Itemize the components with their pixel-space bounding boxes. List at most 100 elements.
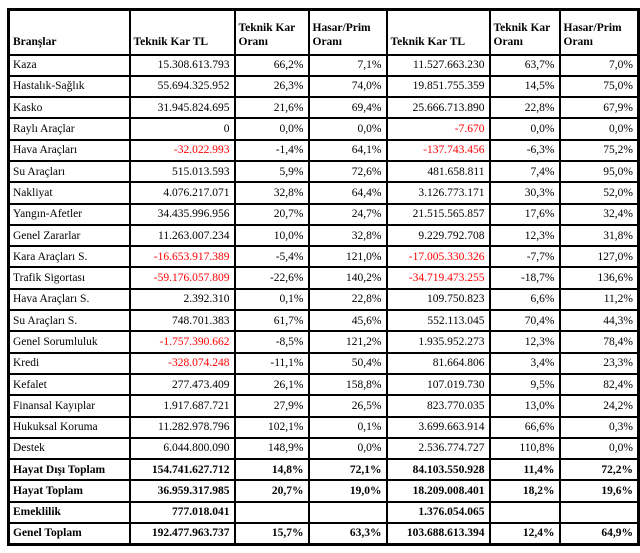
value-cell: 31.945.824.695 bbox=[128, 96, 236, 120]
value-cell: 9.229.792.708 bbox=[385, 223, 491, 248]
value-cell: 2.392.310 bbox=[128, 287, 236, 312]
value-cell: 6.044.800.090 bbox=[128, 436, 236, 461]
value-cell: -17.005.330.326 bbox=[385, 245, 491, 269]
value-cell bbox=[233, 500, 310, 525]
value-cell: 25.666.713.890 bbox=[385, 96, 491, 120]
table-row: Hava Araçları S. 2.392.310 0,1% 22,8% 109.75… bbox=[7, 287, 640, 312]
branch-label-cell: Hastalık-Sağlık bbox=[7, 74, 131, 99]
value-cell: 24,7% bbox=[307, 202, 388, 226]
branch-label-cell: Su Araçları bbox=[7, 159, 131, 184]
value-cell: 15.308.613.793 bbox=[128, 53, 236, 77]
branch-label-cell: Trafik Sigortası bbox=[7, 266, 131, 290]
value-cell: 22,8% bbox=[307, 287, 388, 312]
value-cell: 45,6% bbox=[307, 309, 388, 333]
value-cell: 10,0% bbox=[233, 223, 310, 248]
value-cell: 30,3% bbox=[488, 181, 561, 205]
branch-label-cell: Genel Zararlar bbox=[7, 223, 131, 248]
value-cell: 72,2% bbox=[558, 458, 640, 482]
value-cell: 9,5% bbox=[488, 372, 561, 397]
branch-label-cell: Hava Araçları S. bbox=[7, 287, 131, 312]
table-row: Su Araçları 515.013.593 5,9% 72,6% 481.658.8… bbox=[7, 159, 640, 184]
value-cell: 11.527.663.230 bbox=[385, 53, 491, 77]
value-cell: -32.022.993 bbox=[128, 138, 236, 162]
table-row: Kredi -328.074.248 -11,1% 50,4% 81.664.806 3,… bbox=[7, 351, 640, 375]
value-cell: 44,3% bbox=[558, 309, 640, 333]
table-row: Destek 6.044.800.090 148,9% 0,0% 2.536.774.7… bbox=[7, 436, 640, 461]
value-cell: 64,4% bbox=[307, 181, 388, 205]
value-cell: 64,9% bbox=[558, 522, 640, 546]
branch-label-cell: Destek bbox=[7, 436, 131, 461]
value-cell: 26,1% bbox=[233, 372, 310, 397]
value-cell: 18,2% bbox=[488, 479, 561, 503]
value-cell: 17,6% bbox=[488, 202, 561, 226]
value-cell: 84.103.550.928 bbox=[385, 458, 491, 482]
value-cell: 31,8% bbox=[558, 223, 640, 248]
value-cell: -5,4% bbox=[233, 245, 310, 269]
value-cell: 1.935.952.273 bbox=[385, 330, 491, 354]
branch-label-cell: Su Araçları S. bbox=[7, 309, 131, 333]
value-cell: 192.477.963.737 bbox=[128, 522, 236, 546]
value-cell: 66,2% bbox=[233, 53, 310, 77]
value-cell: 36.959.317.985 bbox=[128, 479, 236, 503]
table-body: Kaza 15.308.613.793 66,2% 7,1% 11.527.663.23… bbox=[7, 53, 640, 546]
table-row: Kaza 15.308.613.793 66,2% 7,1% 11.527.663.23… bbox=[7, 53, 640, 77]
value-cell: 95,0% bbox=[558, 159, 640, 184]
value-cell: 1.917.687.721 bbox=[128, 394, 236, 418]
value-cell: -7.670 bbox=[385, 117, 491, 141]
value-cell bbox=[488, 500, 561, 525]
value-cell bbox=[558, 500, 640, 525]
table-row: Genel Sorumluluk -1.757.390.662 -8,5% 121,2… bbox=[7, 330, 640, 354]
branch-label-cell: Kara Araçları S. bbox=[7, 245, 131, 269]
value-cell: 32,4% bbox=[558, 202, 640, 226]
value-cell: 55.694.325.952 bbox=[128, 74, 236, 99]
value-cell: 22,8% bbox=[488, 96, 561, 120]
branch-label-cell: Kefalet bbox=[7, 372, 131, 397]
value-cell: 121,0% bbox=[307, 245, 388, 269]
value-cell: 103.688.613.394 bbox=[385, 522, 491, 546]
value-cell: -1,4% bbox=[233, 138, 310, 162]
table-row: Kasko 31.945.824.695 21,6% 69,4% 25.666.713.… bbox=[7, 96, 640, 120]
value-cell: -11,1% bbox=[233, 351, 310, 375]
branch-label-cell: Raylı Araçlar bbox=[7, 117, 131, 141]
value-cell: 748.701.383 bbox=[128, 309, 236, 333]
value-cell: 20,7% bbox=[233, 479, 310, 503]
value-cell: 21,6% bbox=[233, 96, 310, 120]
value-cell: 26,5% bbox=[307, 394, 388, 418]
value-cell: 72,6% bbox=[307, 159, 388, 184]
table-row: Hava Araçları -32.022.993 -1,4% 64,1% -137.7… bbox=[7, 138, 640, 162]
value-cell: 70,4% bbox=[488, 309, 561, 333]
value-cell: 50,4% bbox=[307, 351, 388, 375]
value-cell: 481.658.811 bbox=[385, 159, 491, 184]
value-cell: 0,3% bbox=[558, 415, 640, 439]
column-header-hasar-prim-orani-2: Hasar/Prim Oranı bbox=[558, 8, 640, 56]
value-cell: 5,9% bbox=[233, 159, 310, 184]
value-cell: -34.719.473.255 bbox=[385, 266, 491, 290]
branch-label-cell: Emeklilik bbox=[7, 500, 131, 525]
value-cell: 0,0% bbox=[558, 117, 640, 141]
branch-label-cell: Kaza bbox=[7, 53, 131, 77]
table-row: Nakliyat 4.076.217.071 32,8% 64,4% 3.126.773… bbox=[7, 181, 640, 205]
value-cell: 18.209.008.401 bbox=[385, 479, 491, 503]
table-row: Emeklilik 777.018.041 1.376.054.065 bbox=[7, 500, 640, 525]
value-cell: 140,2% bbox=[307, 266, 388, 290]
value-cell: 11.263.007.234 bbox=[128, 223, 236, 248]
value-cell: 14,5% bbox=[488, 74, 561, 99]
table-row: Hayat Dışı Toplam 154.741.627.712 14,8% 72,… bbox=[7, 458, 640, 482]
value-cell: 64,1% bbox=[307, 138, 388, 162]
value-cell: 823.770.035 bbox=[385, 394, 491, 418]
branch-label-cell: Kredi bbox=[7, 351, 131, 375]
value-cell: 61,7% bbox=[233, 309, 310, 333]
branch-label-cell: Kasko bbox=[7, 96, 131, 120]
value-cell: 158,8% bbox=[307, 372, 388, 397]
value-cell: 63,7% bbox=[488, 53, 561, 77]
value-cell: 11,2% bbox=[558, 287, 640, 312]
value-cell: -1.757.390.662 bbox=[128, 330, 236, 354]
column-header-teknik-kar-orani-1: Teknik Kar Oranı bbox=[233, 8, 310, 56]
table-row: Hukuksal Koruma 11.282.978.796 102,1% 0,1% 3… bbox=[7, 415, 640, 439]
value-cell: 7,0% bbox=[558, 53, 640, 77]
value-cell: 14,8% bbox=[233, 458, 310, 482]
value-cell: 0 bbox=[128, 117, 236, 141]
column-header-hasar-prim-orani-1: Hasar/Prim Oranı bbox=[307, 8, 388, 56]
branch-label-cell: Yangın-Afetler bbox=[7, 202, 131, 226]
value-cell: 75,2% bbox=[558, 138, 640, 162]
